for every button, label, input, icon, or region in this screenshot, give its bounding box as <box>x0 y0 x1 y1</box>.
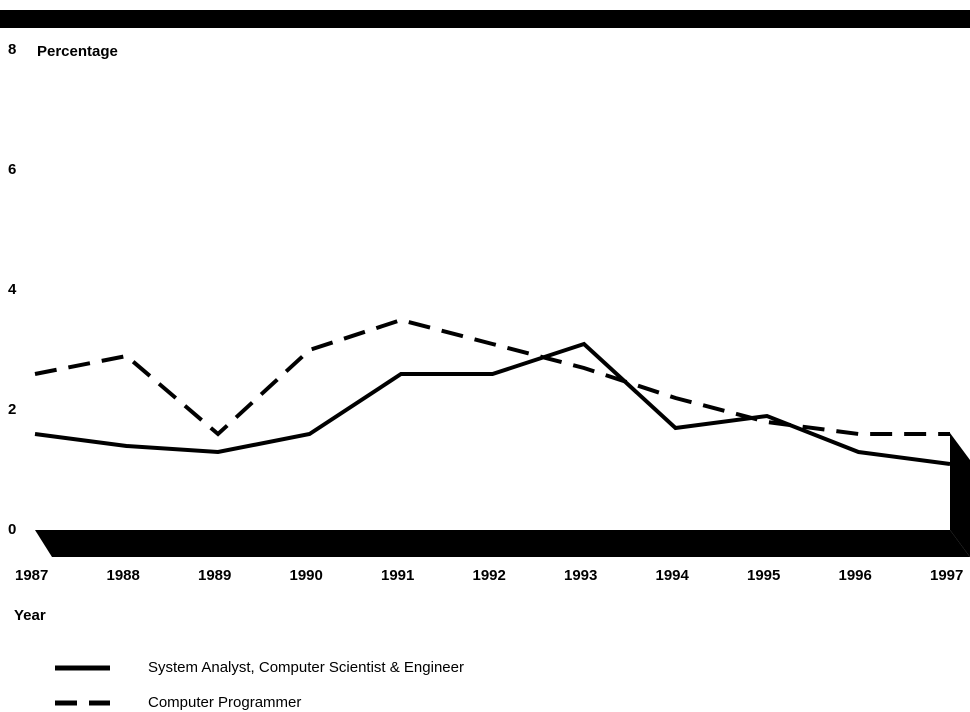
y-tick-label: 4 <box>8 281 17 298</box>
x-tick-label: 1988 <box>107 567 140 584</box>
y-tick-label: 2 <box>8 401 16 418</box>
top-band <box>0 10 970 28</box>
y-axis-label: Percentage <box>37 43 118 60</box>
floor <box>35 530 970 557</box>
y-tick-label: 0 <box>8 521 16 538</box>
y-tick-label: 6 <box>8 161 16 178</box>
legend-label: Computer Programmer <box>148 694 301 711</box>
x-tick-label: 1990 <box>290 567 323 584</box>
series-line <box>34 341 951 466</box>
y-tick-label: 8 <box>8 41 16 58</box>
legend-label: System Analyst, Computer Scientist & Eng… <box>148 659 464 676</box>
x-tick-label: 1987 <box>15 567 48 584</box>
x-tick-label: 1994 <box>656 567 690 584</box>
series-line <box>34 317 950 437</box>
x-tick-label: 1995 <box>747 567 780 584</box>
side-wall <box>950 433 970 557</box>
x-tick-label: 1997 <box>930 567 963 584</box>
x-tick-label: 1989 <box>198 567 231 584</box>
x-tick-label: 1991 <box>381 567 414 584</box>
x-tick-label: 1996 <box>839 567 872 584</box>
x-tick-label: 1993 <box>564 567 597 584</box>
x-axis-label: Year <box>14 607 46 624</box>
x-tick-label: 1992 <box>473 567 506 584</box>
